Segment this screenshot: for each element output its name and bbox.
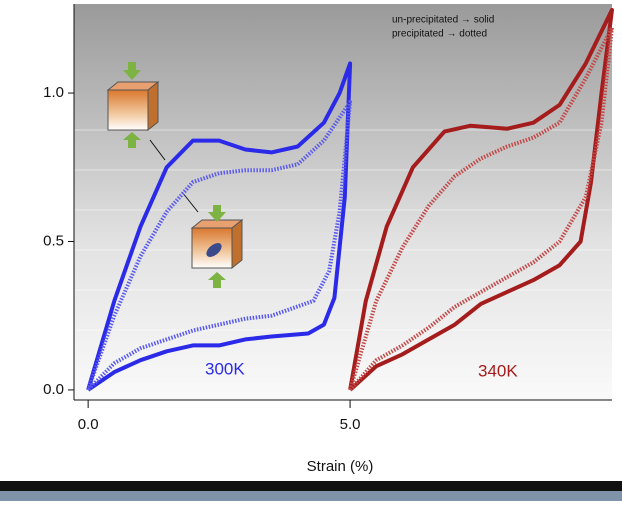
annotation: 340K [478,361,518,380]
y-tick-label: 0.0 [43,381,64,398]
page: {"chart_data": {"type": "line", "xlabel"… [0,0,622,501]
bar-dark [0,481,622,491]
y-tick-label: 1.0 [43,84,64,101]
x-tick-label: 5.0 [340,416,361,433]
bar-blue [0,491,622,501]
y-tick-label: 0.5 [43,232,64,249]
x-axis-label: Strain (%) [307,458,374,475]
annotation: 300K [205,359,245,378]
x-tick-label: 0.0 [78,416,99,433]
chart: Strain (%) 0.0 0.5 1.0 0.0 5.0 un-precipitate… [0,0,622,501]
annotation: precipitated → dotted [392,29,487,40]
annotation: un-precipitated → solid [392,15,494,26]
